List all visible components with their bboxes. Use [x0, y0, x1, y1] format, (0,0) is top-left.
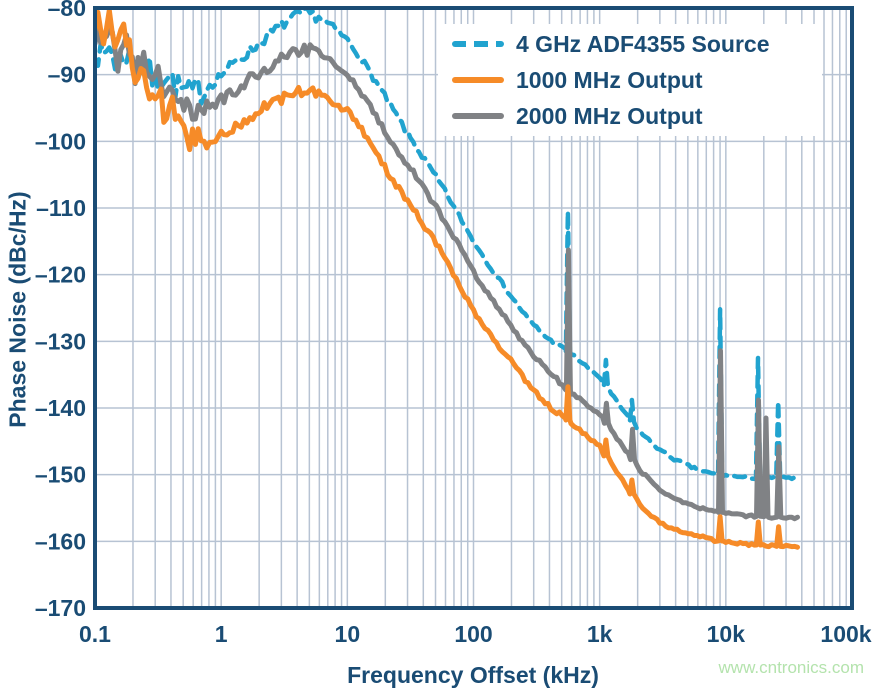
legend-label: 4 GHz ADF4355 Source	[516, 30, 770, 57]
y-tick-label: –120	[35, 262, 86, 288]
legend-label: 1000 MHz Output	[516, 66, 703, 93]
y-tick-label: –80	[48, 0, 86, 21]
y-tick-label: –160	[35, 528, 86, 554]
legend-swatch-gray	[452, 113, 504, 119]
y-tick-label: –150	[35, 462, 86, 488]
x-tick-label: 10	[335, 621, 361, 647]
y-tick-label: –170	[35, 595, 86, 621]
series-line-1000mhz	[95, 8, 800, 550]
legend-swatch-orange	[452, 77, 504, 83]
legend-label: 2000 MHz Output	[516, 102, 703, 129]
watermark: www.cntronics.com	[718, 658, 864, 677]
legend-item-1000mhz: 1000 MHz Output	[438, 64, 822, 96]
plot-border	[93, 6, 854, 610]
legend-item-2000mhz: 2000 MHz Output	[438, 100, 822, 132]
x-tick-label: 100k	[820, 621, 871, 647]
y-tick-label: –100	[35, 128, 86, 154]
x-axis-title: Frequency Offset (kHz)	[347, 662, 599, 688]
series-line-4ghz-source	[95, 8, 800, 482]
x-tick-label: 1k	[587, 621, 613, 647]
y-tick-label: –90	[48, 62, 86, 88]
legend: 4 GHz ADF4355 Source 1000 MHz Output 200…	[438, 24, 822, 136]
series-group	[95, 8, 800, 550]
series-line-2000mhz	[95, 25, 800, 522]
y-tick-label: –140	[35, 395, 86, 421]
x-tick-label: 0.1	[79, 621, 111, 647]
y-tick-label: –110	[36, 195, 86, 221]
x-tick-label: 10k	[707, 621, 746, 647]
x-tick-label: 1	[215, 621, 228, 647]
y-axis-title: Phase Noise (dBc/Hz)	[4, 191, 31, 428]
x-tick-label: 100	[454, 621, 492, 647]
y-tick-label: –130	[35, 328, 86, 354]
legend-swatch-dashed-cyan	[452, 41, 504, 47]
legend-item-4ghz-source: 4 GHz ADF4355 Source	[438, 28, 822, 60]
